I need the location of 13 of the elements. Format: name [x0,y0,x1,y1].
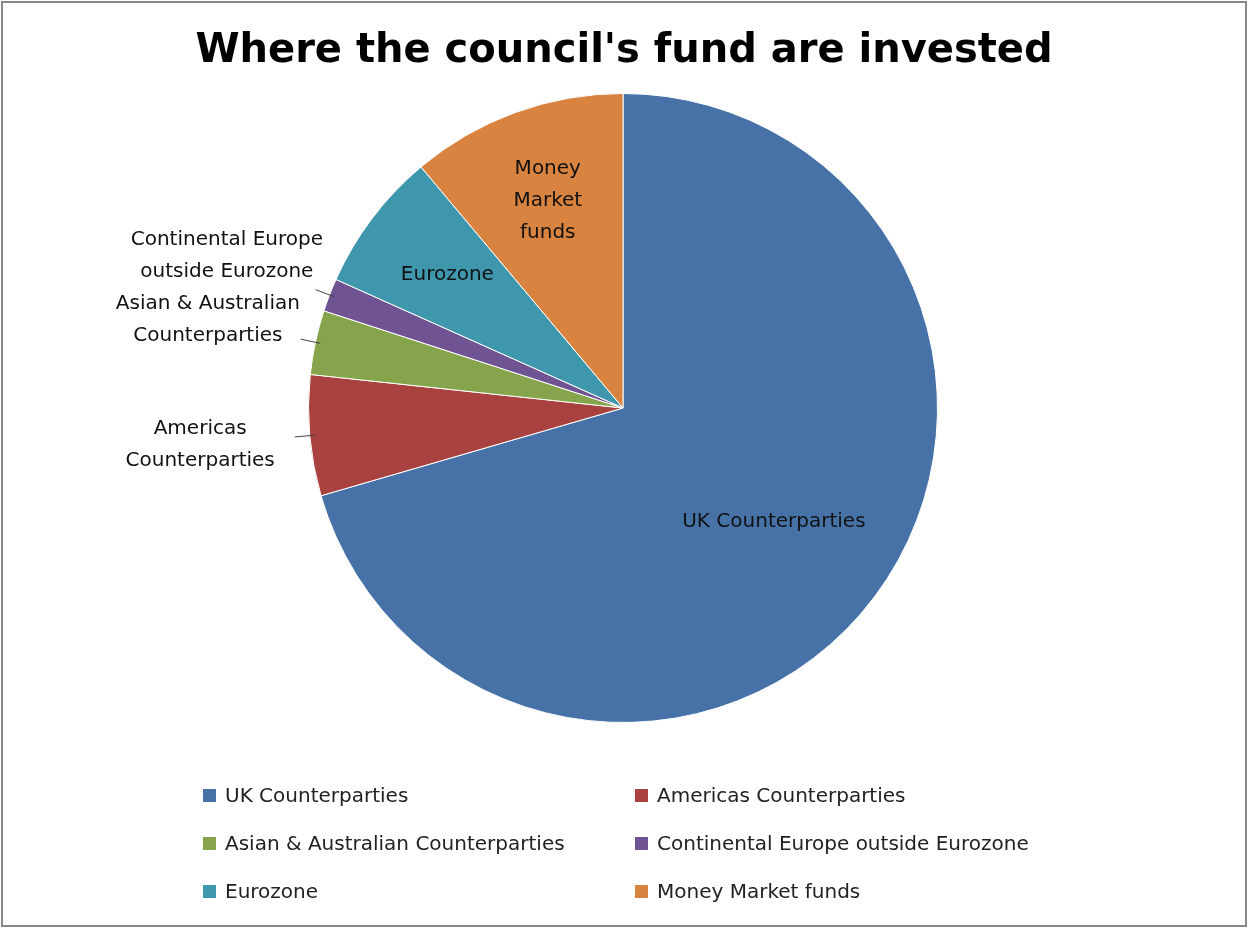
legend-label: Continental Europe outside Eurozone [657,831,1029,855]
slice-label: UK Counterparties [682,507,866,532]
slice-label: Money Market funds [513,155,583,244]
legend-label: UK Counterparties [225,783,409,807]
legend-label: Eurozone [225,879,319,903]
legend-label: Asian & Australian Counterparties [225,831,565,855]
slice-label: Americas Counterparties [125,415,275,472]
legend-label: Americas Counterparties [657,783,906,807]
legend-label: Money Market funds [657,879,861,903]
slice-label: Asian & Australian Counterparties [115,289,300,346]
slice-label: Continental Europe outside Eurozone [130,225,323,282]
chart-title: Where the council's fund are invested [194,25,1054,71]
slice-label: Eurozone [400,261,494,286]
